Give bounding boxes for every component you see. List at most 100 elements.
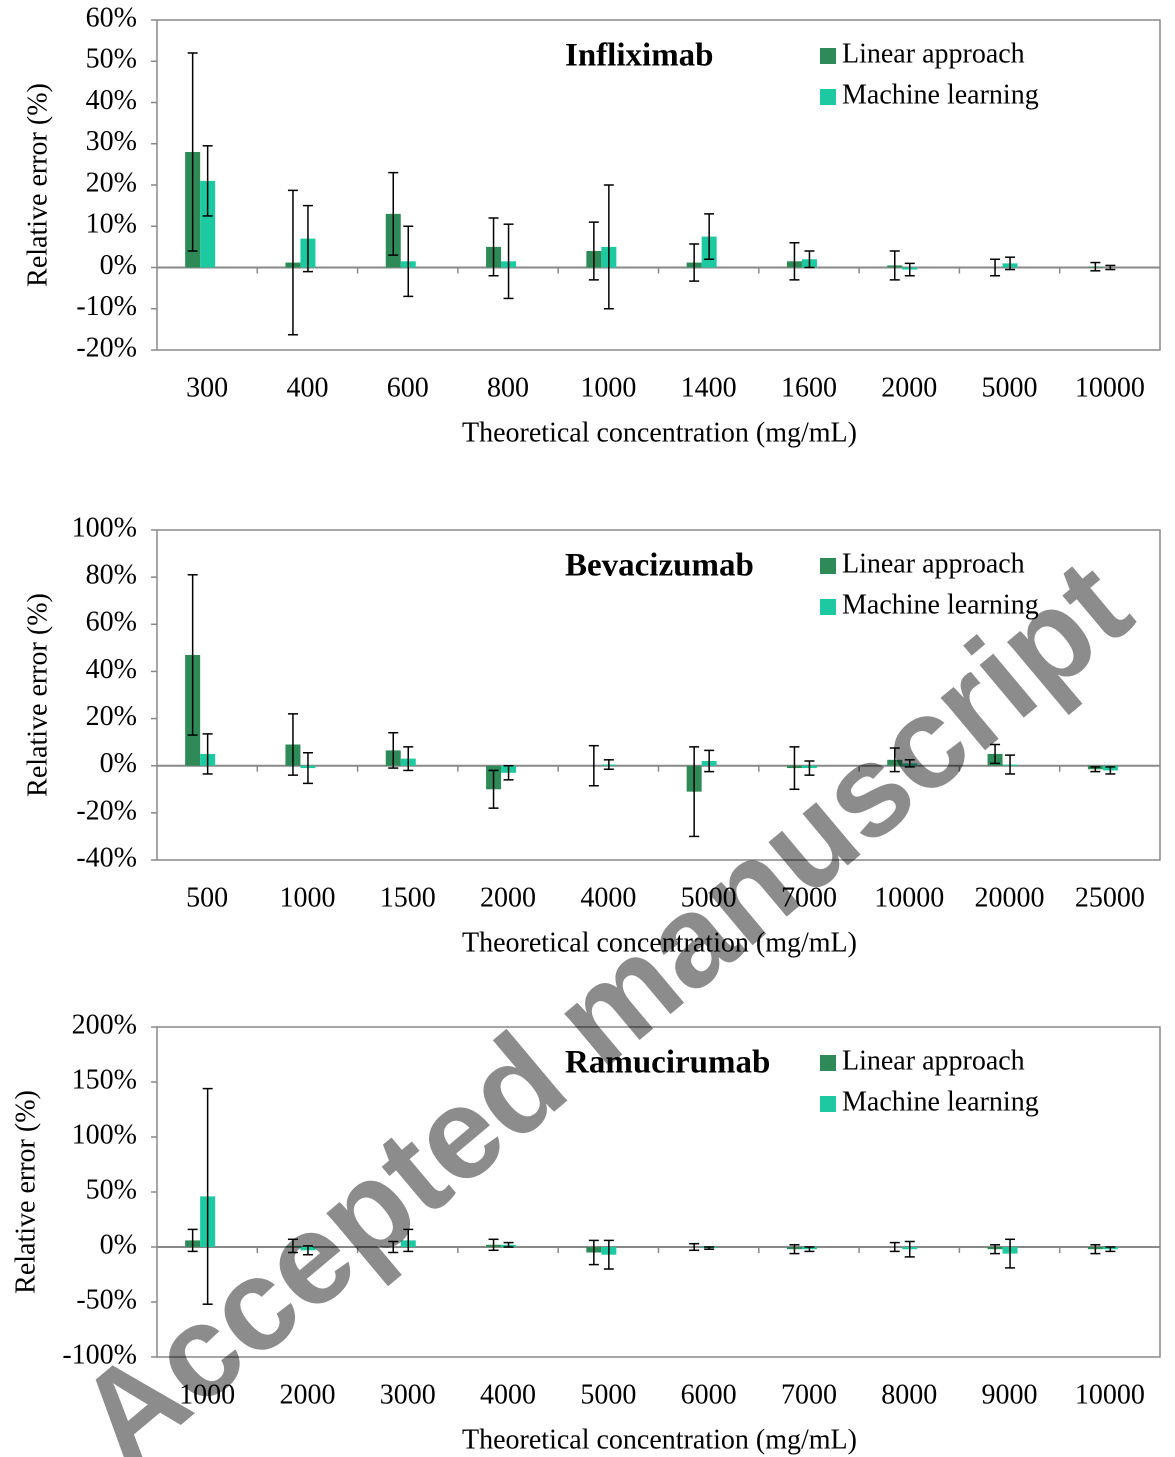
x-tick-label: 6000 bbox=[681, 1379, 737, 1410]
y-tick-label: 100% bbox=[72, 1119, 137, 1150]
legend-label: Machine learning bbox=[842, 79, 1039, 110]
error-bar bbox=[503, 1241, 514, 1248]
error-bar bbox=[603, 184, 614, 310]
error-bar bbox=[990, 258, 1001, 277]
error-bar bbox=[1005, 256, 1016, 271]
x-tick-label: 7000 bbox=[781, 882, 837, 913]
error-bar bbox=[588, 221, 599, 281]
x-tick-label: 800 bbox=[487, 372, 529, 403]
error-bar bbox=[704, 1246, 715, 1250]
error-bar bbox=[689, 1242, 700, 1252]
error-bar bbox=[202, 733, 213, 775]
error-bar bbox=[302, 204, 313, 273]
x-tick-label: 500 bbox=[186, 882, 228, 913]
x-tick-label: 2000 bbox=[881, 372, 937, 403]
error-bar bbox=[302, 752, 313, 785]
x-tick-label: 10000 bbox=[1075, 372, 1145, 403]
watermark: Accepted manuscript bbox=[50, 531, 1157, 1457]
error-bar bbox=[603, 759, 614, 770]
y-tick-label: 100% bbox=[72, 512, 137, 543]
error-bar bbox=[1105, 264, 1116, 271]
x-tick-label: 4000 bbox=[480, 1379, 536, 1410]
x-tick-label: 4000 bbox=[580, 882, 636, 913]
x-tick-label: 300 bbox=[186, 372, 228, 403]
error-bar bbox=[388, 731, 399, 769]
x-tick-label: 1000 bbox=[279, 882, 335, 913]
error-bar bbox=[202, 145, 213, 217]
y-axis-label: Relative error (%) bbox=[10, 1090, 41, 1294]
x-tick-label: 1000 bbox=[580, 372, 636, 403]
y-tick-label: -50% bbox=[76, 1284, 137, 1315]
x-tick-label: 5000 bbox=[982, 372, 1038, 403]
y-tick-label: 0% bbox=[100, 1229, 137, 1260]
error-bar bbox=[1105, 1246, 1116, 1253]
legend-label: Linear approach bbox=[842, 1045, 1025, 1076]
legend-swatch bbox=[820, 599, 836, 615]
error-bar bbox=[1090, 261, 1101, 272]
y-tick-label: -20% bbox=[76, 332, 137, 363]
error-bar bbox=[488, 1238, 499, 1252]
x-tick-label: 400 bbox=[286, 372, 328, 403]
chart-title: Ramucirumab bbox=[565, 1045, 770, 1081]
legend-label: Linear approach bbox=[842, 548, 1025, 579]
error-bar bbox=[789, 242, 800, 281]
error-bar bbox=[187, 1228, 198, 1253]
y-tick-label: 20% bbox=[86, 167, 137, 198]
chart-title: Bevacizumab bbox=[565, 548, 754, 584]
x-axis-label: Theoretical concentration (mg/mL) bbox=[462, 1424, 857, 1455]
error-bar bbox=[1005, 754, 1016, 775]
error-bar bbox=[1090, 1244, 1101, 1255]
y-tick-label: 60% bbox=[86, 607, 137, 638]
error-bar bbox=[689, 746, 700, 838]
plot-area bbox=[156, 529, 1161, 861]
legend-swatch bbox=[820, 1096, 836, 1112]
error-bar bbox=[388, 1240, 399, 1254]
error-bar bbox=[503, 223, 514, 300]
error-bar bbox=[990, 743, 1001, 765]
y-tick-label: 150% bbox=[72, 1064, 137, 1095]
bar bbox=[200, 180, 216, 268]
x-tick-label: 1500 bbox=[380, 882, 436, 913]
chart-title: Infliximab bbox=[565, 38, 714, 74]
error-bar bbox=[388, 171, 399, 256]
x-tick-label: 8000 bbox=[881, 1379, 937, 1410]
x-tick-label: 2000 bbox=[480, 882, 536, 913]
error-bar bbox=[403, 1228, 414, 1253]
x-tick-label: 1600 bbox=[781, 372, 837, 403]
error-bar bbox=[588, 1239, 599, 1266]
y-tick-label: 50% bbox=[86, 1174, 137, 1205]
y-axis-label: Relative error (%) bbox=[22, 83, 53, 287]
y-tick-label: 50% bbox=[86, 44, 137, 75]
x-tick-label: 5000 bbox=[681, 882, 737, 913]
legend-label: Linear approach bbox=[842, 38, 1025, 69]
x-tick-label: 10000 bbox=[874, 882, 944, 913]
legend-label: Machine learning bbox=[842, 1086, 1039, 1117]
error-bar bbox=[202, 1087, 213, 1305]
x-tick-label: 5000 bbox=[580, 1379, 636, 1410]
error-bar bbox=[403, 746, 414, 772]
error-bar bbox=[889, 747, 900, 773]
y-tick-label: 60% bbox=[86, 2, 137, 33]
legend-swatch bbox=[820, 48, 836, 64]
x-tick-label: 10000 bbox=[1075, 1379, 1145, 1410]
x-tick-label: 7000 bbox=[781, 1379, 837, 1410]
error-bar bbox=[1090, 766, 1101, 773]
error-bar bbox=[804, 760, 815, 776]
error-bar bbox=[302, 1245, 313, 1256]
x-tick-label: 9000 bbox=[982, 1379, 1038, 1410]
legend-label: Machine learning bbox=[842, 589, 1039, 620]
error-bar bbox=[889, 250, 900, 281]
y-tick-label: 20% bbox=[86, 701, 137, 732]
y-tick-label: -10% bbox=[76, 291, 137, 322]
error-bar bbox=[287, 189, 298, 336]
x-axis-label: Theoretical concentration (mg/mL) bbox=[462, 417, 857, 448]
error-bar bbox=[904, 262, 915, 277]
y-axis-label: Relative error (%) bbox=[22, 593, 53, 797]
y-tick-label: 80% bbox=[86, 560, 137, 591]
error-bar bbox=[804, 250, 815, 269]
error-bar bbox=[1005, 1238, 1016, 1269]
y-tick-label: 10% bbox=[86, 209, 137, 240]
error-bar bbox=[789, 1244, 800, 1255]
y-tick-label: 30% bbox=[86, 126, 137, 157]
